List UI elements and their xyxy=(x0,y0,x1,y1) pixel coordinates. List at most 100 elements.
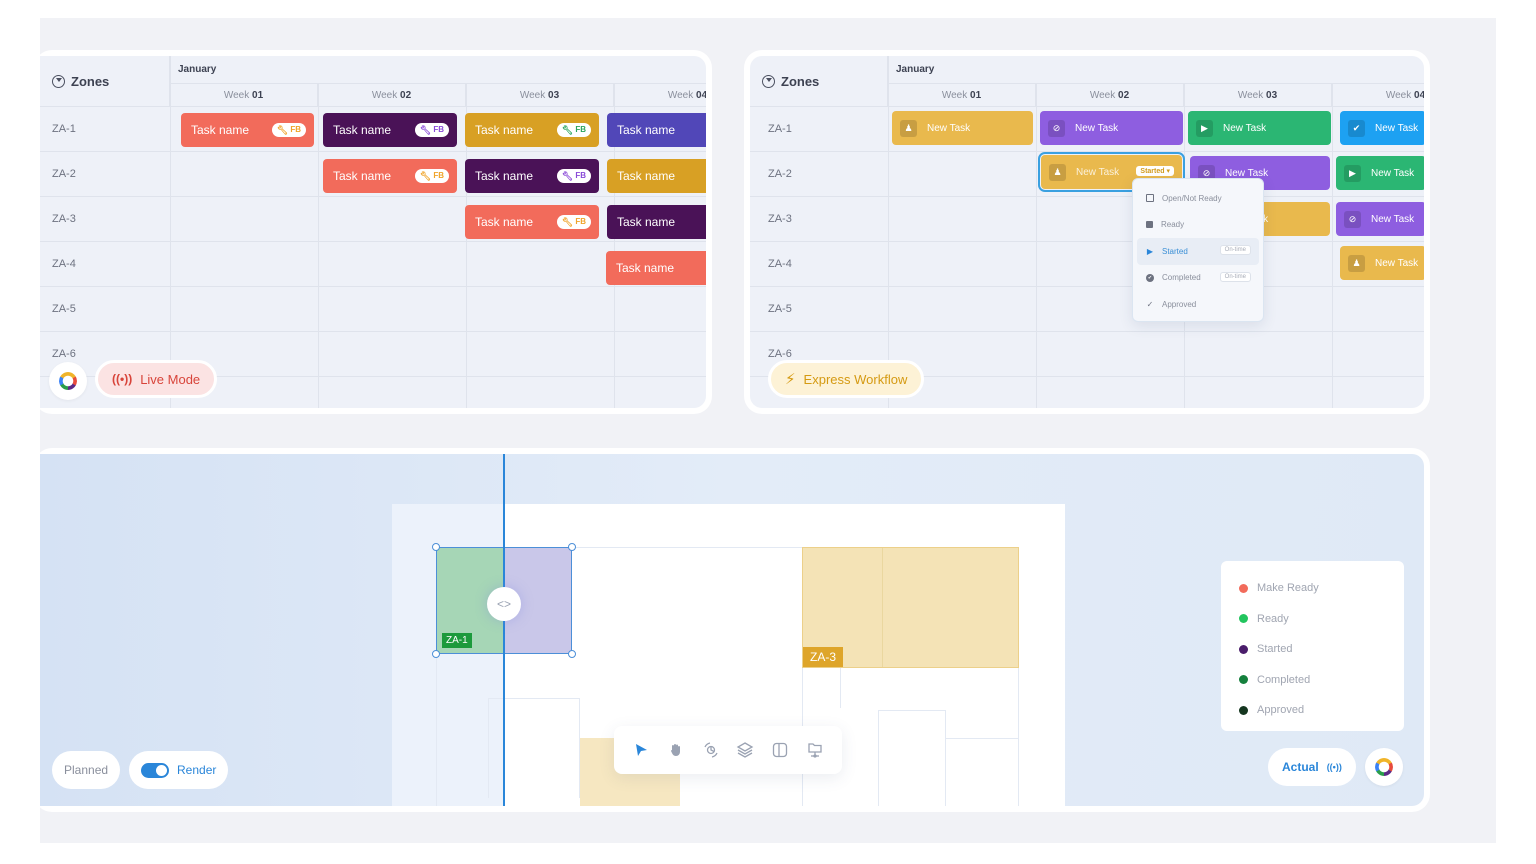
planned-label: Planned xyxy=(64,763,109,777)
actual-button[interactable]: Actual ((•)) xyxy=(1268,748,1356,786)
zone-row: ZA-5 xyxy=(750,287,1424,332)
wrench-icon: 🔧︎ xyxy=(561,217,574,227)
week-headers: Week 01 Week 02 Week 03 Week 04 xyxy=(170,84,706,107)
task-label: New Task xyxy=(927,122,971,134)
resize-handle[interactable] xyxy=(568,650,576,658)
zone-row: ZA-1 xyxy=(750,107,1424,152)
person-icon: ♟ xyxy=(1049,163,1066,181)
task-label: Task name xyxy=(617,123,676,137)
status-dot xyxy=(1239,583,1248,593)
zone-row: ZA-2 xyxy=(40,152,706,197)
zones-label: Zones xyxy=(71,73,110,89)
wall-line xyxy=(572,547,802,548)
task-bar[interactable]: Task name 🔧︎ FB xyxy=(323,113,457,147)
task-bar[interactable]: Task name 🔧︎ FB xyxy=(465,205,599,239)
zone-label: ZA-2 xyxy=(768,168,792,180)
zones-header[interactable]: Zones xyxy=(750,56,888,107)
planned-button[interactable]: Planned xyxy=(52,751,121,789)
grid-line xyxy=(1036,84,1037,408)
play-icon: ▶ xyxy=(1344,164,1361,182)
resize-handle[interactable] xyxy=(432,650,440,658)
task-label: New Task xyxy=(1375,122,1419,134)
status-dropdown[interactable]: Started ▾ xyxy=(1136,166,1174,176)
week-header: Week 02 xyxy=(1036,84,1184,106)
handshake-icon: ✓ xyxy=(1146,299,1154,309)
grid-line xyxy=(614,84,615,408)
status-option-ready[interactable]: Ready xyxy=(1137,212,1259,239)
status-option-open[interactable]: Open/Not Ready xyxy=(1137,185,1259,212)
orbit-tool-button[interactable] xyxy=(699,738,723,762)
task-bar[interactable]: Task name 🔧︎ FB xyxy=(465,113,599,147)
legend-item: Approved xyxy=(1239,695,1386,726)
task-bar[interactable]: ▶ New Task xyxy=(1336,156,1424,190)
task-label: Task name xyxy=(475,123,534,137)
app-logo-button[interactable] xyxy=(1365,748,1403,786)
zone-row: ZA-3 xyxy=(40,197,706,242)
week-header: Week 04 xyxy=(1332,84,1424,106)
network-tool-button[interactable] xyxy=(803,738,827,762)
zones-dropdown-icon xyxy=(762,74,775,88)
task-bar[interactable]: ✔ New Task xyxy=(1340,111,1424,145)
logo-ring-icon xyxy=(59,372,77,390)
task-bar[interactable]: Task name 🔧︎ FB xyxy=(181,113,314,147)
zone-label: ZA-6 xyxy=(768,348,792,360)
zone-label-za-3: ZA-3 xyxy=(803,647,844,667)
network-folder-icon xyxy=(807,743,822,758)
status-option-started[interactable]: ▶ Started On-time xyxy=(1137,238,1259,265)
task-bar[interactable]: Task name xyxy=(607,205,706,239)
task-bar[interactable]: ♟ New Task xyxy=(1340,246,1424,280)
zone-row: ZA-2 xyxy=(750,152,1424,197)
compare-slider-line[interactable] xyxy=(503,454,505,806)
express-workflow-button[interactable]: ⚡︎ Express Workflow xyxy=(768,360,925,398)
zone-label: ZA-1 xyxy=(52,123,76,135)
fb-badge: 🔧︎ FB xyxy=(556,123,591,137)
live-schedule-grid: Zones January Week 01 Week 02 Week 03 We… xyxy=(40,56,706,408)
zone-row: ZA-1 xyxy=(40,107,706,152)
live-schedule-panel: Zones January Week 01 Week 02 Week 03 We… xyxy=(34,50,712,414)
check-icon: ✔ xyxy=(1348,119,1365,137)
floorplan-panel: ZA-3 ZA-1 <> xyxy=(34,448,1430,812)
zone-area-za-3[interactable]: ZA-3 xyxy=(802,547,1019,668)
express-workflow-label: Express Workflow xyxy=(803,371,908,387)
task-bar[interactable]: Task name xyxy=(606,251,706,285)
split-view-tool-button[interactable] xyxy=(768,738,792,762)
task-bar[interactable]: ♟ New Task xyxy=(892,111,1033,145)
status-option-approved[interactable]: ✓ Approved xyxy=(1146,299,1197,309)
grid-line xyxy=(318,84,319,408)
resize-handle[interactable] xyxy=(432,543,440,551)
wall-line xyxy=(436,654,437,806)
task-bar[interactable]: ⊘ New Task xyxy=(1336,202,1424,236)
task-bar[interactable]: Task name xyxy=(607,159,706,193)
zones-header[interactable]: Zones xyxy=(40,56,170,107)
week-header: Week 03 xyxy=(1184,84,1332,106)
zone-label: ZA-3 xyxy=(52,213,76,225)
task-bar[interactable]: Task name 🔧︎ FB xyxy=(323,159,457,193)
task-label: Task name xyxy=(617,215,676,229)
month-label: January xyxy=(888,56,1424,84)
broadcast-icon: ((•)) xyxy=(1326,762,1342,772)
status-dot xyxy=(1239,644,1248,654)
live-mode-button[interactable]: ((•)) Live Mode xyxy=(95,360,218,398)
legend-item: Ready xyxy=(1239,604,1386,635)
task-bar[interactable]: ▶ New Task xyxy=(1188,111,1331,145)
render-toggle-button[interactable]: Render xyxy=(129,751,229,789)
zone-row: ZA-6 xyxy=(40,332,706,377)
task-bar[interactable]: Task name 🔧︎ FB xyxy=(465,159,599,193)
task-label: Task name xyxy=(333,123,392,137)
zone-divider xyxy=(882,548,883,667)
task-bar[interactable]: ⊘ New Task xyxy=(1040,111,1183,145)
select-tool-button[interactable] xyxy=(629,738,653,762)
legend-item: Make Ready xyxy=(1239,573,1386,604)
compare-slider-handle[interactable]: <> xyxy=(487,587,521,621)
status-option-completed[interactable]: ✔ Completed On-time xyxy=(1137,265,1259,292)
floorplan-canvas[interactable]: ZA-3 ZA-1 <> xyxy=(40,454,1424,806)
task-label: Task name xyxy=(191,123,250,137)
layers-tool-button[interactable] xyxy=(733,738,757,762)
pan-tool-button[interactable] xyxy=(664,738,688,762)
task-label: Task name xyxy=(616,261,675,275)
resize-handle[interactable] xyxy=(568,543,576,551)
render-toggle-switch[interactable] xyxy=(141,762,169,778)
wall-line xyxy=(840,668,841,708)
task-bar[interactable]: Task name xyxy=(607,113,706,147)
app-logo-button[interactable] xyxy=(49,362,87,400)
